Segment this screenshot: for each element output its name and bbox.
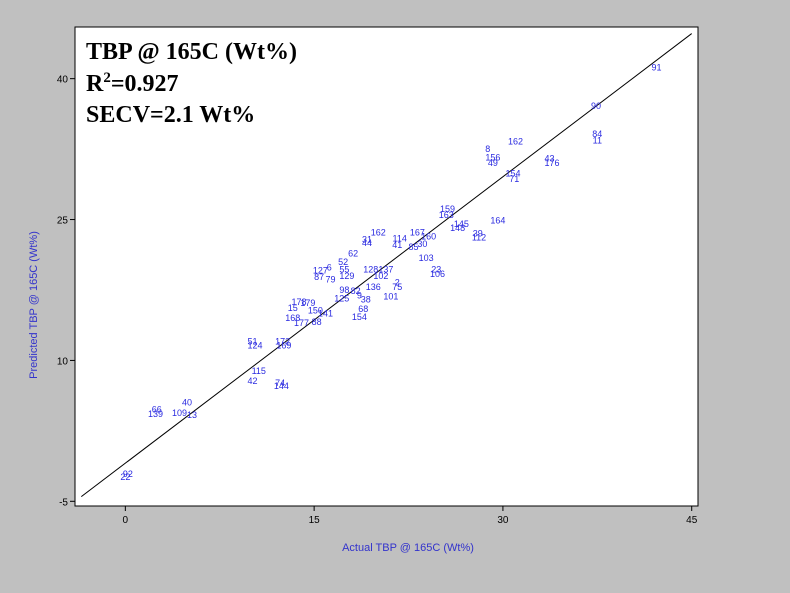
- data-point-label: 154: [505, 169, 520, 179]
- data-point-label: 112: [472, 232, 486, 242]
- data-point-label: 6: [327, 262, 332, 272]
- data-point-label: 150: [308, 306, 323, 316]
- data-point-label: 102: [373, 271, 388, 281]
- data-point-label: 177: [294, 318, 309, 328]
- data-point-label: 42: [247, 376, 257, 386]
- data-point-label: 163: [439, 210, 454, 220]
- x-tick-label: 45: [686, 515, 698, 526]
- y-tick-label: 40: [57, 75, 69, 86]
- data-point-label: 90: [591, 101, 601, 111]
- data-point-label: 179: [300, 298, 315, 308]
- data-point-label: 128: [363, 264, 378, 274]
- data-point-label: 49: [488, 158, 498, 168]
- data-point-label: 91: [651, 62, 661, 72]
- chart-title: TBP @ 165C (Wt%): [86, 39, 297, 65]
- data-point-label: 66: [152, 404, 162, 414]
- data-point-label: 75: [392, 282, 402, 292]
- data-point-label: 8: [485, 144, 490, 154]
- data-point-label: 31: [362, 234, 372, 244]
- data-point-label: 22: [120, 472, 130, 482]
- data-point-label: 38: [361, 294, 371, 304]
- data-point-label: 139: [148, 409, 163, 419]
- r-squared: R2=0.927: [86, 70, 179, 97]
- data-point-label: 101: [383, 292, 398, 302]
- data-point-label: 87: [314, 272, 324, 282]
- data-point-label: 88: [312, 317, 322, 327]
- data-point-label: 23: [431, 264, 441, 274]
- data-point-label: 13: [187, 410, 197, 420]
- data-point-label: 44: [362, 238, 372, 248]
- data-point-label: 154: [352, 312, 367, 322]
- data-point-label: 167: [410, 228, 425, 238]
- data-point-label: 156: [485, 153, 500, 163]
- x-axis-label: Actual TBP @ 165C (Wt%): [342, 542, 474, 554]
- data-point-label: 85: [409, 242, 419, 252]
- data-point-label: 98: [339, 285, 349, 295]
- data-point-label: 145: [454, 219, 469, 229]
- data-point-label: 148: [450, 223, 465, 233]
- r-squared-superscript: 2: [103, 70, 111, 86]
- data-point-label: 62: [348, 248, 358, 258]
- x-tick-label: 0: [123, 515, 129, 526]
- y-tick-label: -5: [59, 497, 68, 508]
- y-tick-label: 25: [57, 216, 69, 227]
- data-point-label: 39: [473, 229, 483, 239]
- data-point-label: 137: [378, 264, 393, 274]
- data-point-label: 9: [357, 291, 362, 301]
- data-point-label: 172: [275, 337, 290, 347]
- data-point-label: 162: [508, 137, 523, 147]
- y-ticks: -5 10 25 40: [57, 75, 75, 508]
- data-point-label: 43: [544, 153, 554, 163]
- data-point-label: 176: [544, 158, 559, 168]
- data-point-label: 127: [313, 265, 328, 275]
- data-point-label: 144: [274, 381, 289, 391]
- data-point-label: 168: [285, 313, 300, 323]
- data-point-label: 125: [334, 293, 349, 303]
- secv: SECV=2.1 Wt%: [86, 102, 255, 128]
- data-point-label: 74: [275, 378, 285, 388]
- data-point-label: 106: [430, 269, 445, 279]
- r-squared-prefix: R: [86, 71, 104, 97]
- data-point-label: 51: [247, 337, 257, 347]
- data-point-label: 162: [371, 228, 386, 238]
- data-point-label: 169: [276, 340, 291, 350]
- data-point-label: 30: [417, 239, 427, 249]
- data-point-label: 124: [247, 340, 262, 350]
- plot-area: [74, 26, 699, 507]
- data-point-label: 160: [421, 231, 436, 241]
- x-ticks: 0 15 30 45: [123, 506, 698, 526]
- fit-line-layer: [80, 33, 693, 498]
- data-point-label: 178: [292, 297, 307, 307]
- data-point-label: 15: [288, 303, 298, 313]
- data-point-label: 52: [338, 257, 348, 267]
- data-point-label: 11: [593, 136, 602, 146]
- data-point-label: 141: [318, 308, 333, 318]
- data-point-label: 68: [358, 304, 368, 314]
- data-point-label: 79: [325, 275, 335, 285]
- y-axis-label: Predicted TBP @ 165C (Wt%): [28, 231, 40, 379]
- data-point-label: 92: [123, 469, 133, 479]
- data-point-label: 40: [182, 398, 192, 408]
- r-squared-value: =0.927: [111, 71, 179, 97]
- data-point-label: 55: [339, 264, 349, 274]
- data-point-label: 114: [393, 233, 407, 243]
- data-point-label: 159: [440, 204, 455, 214]
- data-point-label: 84: [592, 129, 602, 139]
- fit-line: [80, 33, 693, 498]
- data-point-label: 129: [339, 271, 354, 281]
- x-tick-label: 15: [309, 515, 321, 526]
- data-point-label: 82: [351, 286, 361, 296]
- data-point-label: 41: [392, 240, 402, 250]
- data-point-label: 136: [366, 282, 381, 292]
- data-point-label: 103: [419, 253, 434, 263]
- y-tick-label: 10: [57, 356, 69, 367]
- x-tick-label: 30: [497, 515, 509, 526]
- data-point-label: 2: [395, 277, 400, 287]
- data-point-label: 115: [252, 366, 266, 376]
- data-point-label: 109: [172, 408, 187, 418]
- data-point-label: 71: [509, 174, 519, 184]
- data-point-label: 164: [490, 215, 505, 225]
